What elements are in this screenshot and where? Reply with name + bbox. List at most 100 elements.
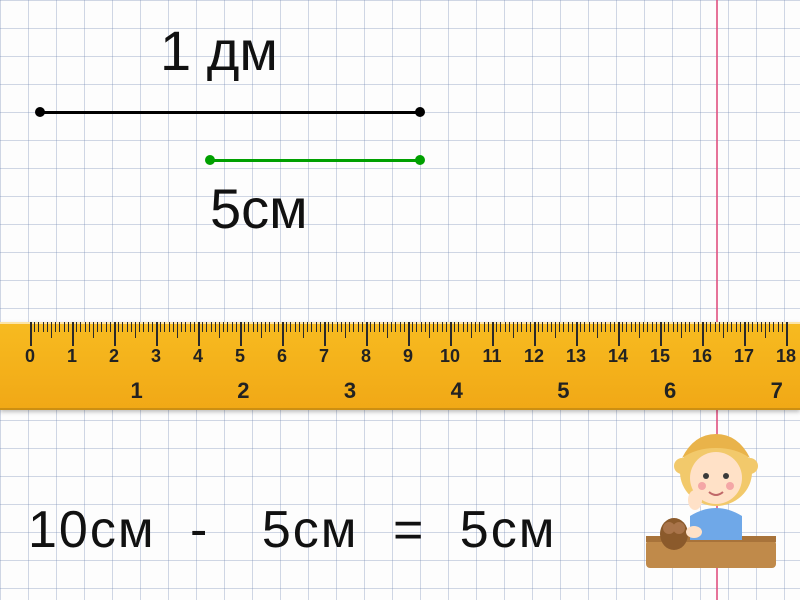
ruler-tick-minor [521,322,522,332]
ruler-tick-minor [97,322,98,332]
ruler-tick-mid [135,322,136,338]
ruler-tick-minor [139,322,140,332]
ruler-tick-minor [358,322,359,332]
ruler-tick-major [408,322,410,346]
ruler-tick-minor [131,322,132,332]
ruler-tick-minor [421,322,422,332]
ruler-tick-major [576,322,578,346]
label-5cm: 5см [210,176,308,241]
ruler-tick-minor [110,322,111,332]
equation-c: 5см [460,501,557,559]
ruler-cm-label: 8 [361,346,371,367]
ruler-tick-minor [727,322,728,332]
ruler-tick-minor [181,322,182,332]
ruler-tick-minor [47,322,48,332]
ruler: 01234567891011121314151617181234567 [0,322,800,410]
ruler-tick-minor [391,322,392,332]
ruler-inch-label: 7 [771,378,783,404]
ruler-tick-mid [303,322,304,338]
ruler-tick-minor [232,322,233,332]
ruler-tick-major [240,322,242,346]
ruler-tick-minor [433,322,434,332]
ruler-tick-mid [51,322,52,338]
ruler-tick-major [366,322,368,346]
ruler-tick-minor [706,322,707,332]
ruler-tick-minor [337,322,338,332]
ruler-tick-major [786,322,788,346]
ruler-tick-minor [496,322,497,332]
ruler-tick-minor [383,322,384,332]
ruler-tick-major [198,322,200,346]
ruler-tick-minor [173,322,174,332]
ruler-tick-minor [223,322,224,332]
ruler-tick-minor [500,322,501,332]
ruler-cm-label: 1 [67,346,77,367]
ruler-tick-minor [248,322,249,332]
ruler-cm-label: 6 [277,346,287,367]
ruler-inch-label: 2 [237,378,249,404]
ruler-tick-mid [597,322,598,338]
ruler-tick-minor [715,322,716,332]
ruler-cm-label: 2 [109,346,119,367]
ruler-tick-minor [614,322,615,332]
ruler-tick-minor [202,322,203,332]
ruler-tick-minor [551,322,552,332]
segment-5cm [210,159,420,162]
ruler-tick-minor [517,322,518,332]
ruler-tick-minor [437,322,438,332]
ruler-tick-minor [236,322,237,332]
ruler-cm-label: 7 [319,346,329,367]
ruler-tick-minor [526,322,527,332]
ruler-tick-minor [374,322,375,332]
ruler-tick-minor [626,322,627,332]
ruler-tick-minor [656,322,657,332]
ruler-tick-minor [80,322,81,332]
ruler-tick-mid [555,322,556,338]
ruler-tick-mid [723,322,724,338]
ruler-tick-minor [719,322,720,332]
ruler-tick-minor [395,322,396,332]
ruler-tick-minor [127,322,128,332]
ruler-cm-label: 15 [650,346,670,367]
ruler-tick-minor [416,322,417,332]
ruler-tick-mid [177,322,178,338]
ruler-tick-minor [652,322,653,332]
ruler-tick-minor [295,322,296,332]
ruler-tick-minor [148,322,149,332]
ruler-tick-major [114,322,116,346]
segment-1dm [40,111,420,114]
ruler-tick-mid [219,322,220,338]
ruler-tick-major [702,322,704,346]
ruler-tick-minor [593,322,594,332]
ruler-tick-minor [169,322,170,332]
ruler-tick-minor [118,322,119,332]
ruler-tick-minor [85,322,86,332]
ruler-cm-label: 10 [440,346,460,367]
ruler-cm-label: 13 [566,346,586,367]
ruler-tick-minor [631,322,632,332]
ruler-tick-major [324,322,326,346]
ruler-tick-minor [227,322,228,332]
ruler-tick-minor [446,322,447,332]
ruler-tick-minor [635,322,636,332]
ruler-tick-minor [752,322,753,332]
ruler-cm-label: 18 [776,346,796,367]
ruler-tick-minor [190,322,191,332]
ruler-tick-minor [610,322,611,332]
ruler-tick-minor [106,322,107,332]
ruler-tick-minor [694,322,695,332]
ruler-tick-minor [538,322,539,332]
ruler-tick-minor [442,322,443,332]
ruler-tick-minor [778,322,779,332]
ruler-tick-minor [547,322,548,332]
ruler-tick-minor [647,322,648,332]
segment-5cm-right-endpoint [415,155,425,165]
ruler-tick-minor [668,322,669,332]
ruler-tick-minor [509,322,510,332]
ruler-tick-minor [505,322,506,332]
ruler-tick-minor [458,322,459,332]
ruler-tick-minor [542,322,543,332]
ruler-tick-minor [580,322,581,332]
ruler-tick-mid [513,322,514,338]
ruler-tick-minor [290,322,291,332]
